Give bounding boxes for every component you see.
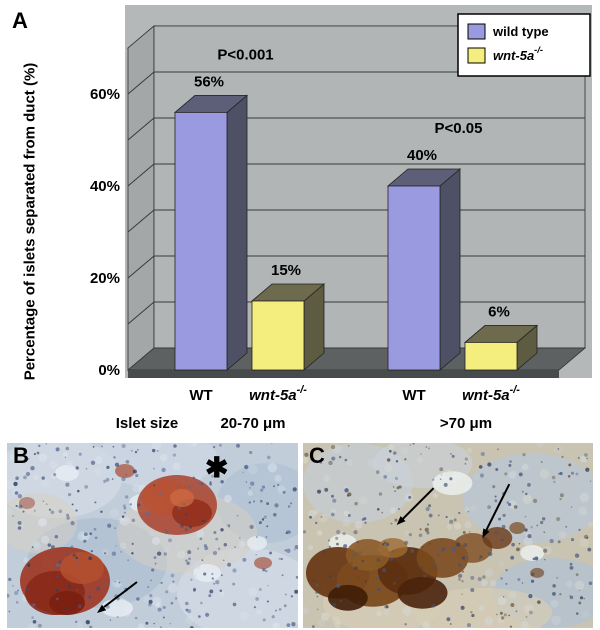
- svg-text:56%: 56%: [194, 73, 224, 90]
- panel-c: C: [303, 443, 593, 628]
- stained-islet-blobs: [19, 464, 272, 615]
- pale-cell-speckle: [303, 443, 593, 628]
- svg-text:wild type: wild type: [492, 24, 549, 39]
- svg-text:wnt-5a-/-: wnt-5a-/-: [462, 384, 520, 404]
- panel-c-label: C: [309, 443, 325, 468]
- bar-chart: 0% 20% 40% 60% 56% WT 15% wnt-5a-/- P<0.001 20-70…: [90, 5, 592, 432]
- panel-a-label: A: [12, 8, 28, 33]
- panel-a: 0% 20% 40% 60% 56% WT 15% wnt-5a-/- P<0.001 20-70…: [12, 5, 592, 432]
- bar: [387, 185, 441, 371]
- svg-text:40%: 40%: [407, 147, 437, 164]
- asterisk-marker: ✱: [205, 452, 229, 483]
- panel-b-label: B: [13, 443, 29, 468]
- nuclei-speckle: [303, 443, 593, 628]
- svg-text:0%: 0%: [98, 362, 120, 379]
- y-axis-tick-labels: 0% 20% 40% 60%: [90, 86, 120, 379]
- panel-b: B ✱: [7, 443, 298, 628]
- micrograph-b: [7, 443, 298, 628]
- svg-text:P<0.05: P<0.05: [435, 120, 483, 137]
- arrow-icon: [97, 581, 138, 613]
- svg-text:wnt-5a-/-: wnt-5a-/-: [249, 384, 307, 404]
- nuclei-speckle: [7, 443, 298, 628]
- y-axis-title: Percentage of islets separated from duct…: [21, 62, 39, 381]
- arrow-icon: [482, 483, 511, 538]
- legend: wild type wnt-5a-/-: [457, 13, 591, 77]
- bars: [173, 94, 539, 371]
- svg-text:WT: WT: [189, 387, 212, 404]
- bar-labels: 56% WT 15% wnt-5a-/- P<0.001 20-70 μm 40% WT 6% w…: [116, 46, 521, 432]
- svg-text:40%: 40%: [90, 178, 120, 195]
- bar: [464, 341, 518, 371]
- svg-text:15%: 15%: [271, 262, 301, 279]
- svg-text:60%: 60%: [90, 86, 120, 103]
- svg-text:20-70 μm: 20-70 μm: [220, 415, 285, 432]
- svg-text:P<0.001: P<0.001: [217, 46, 273, 63]
- micrograph-c: [303, 443, 593, 628]
- stained-islet-blobs: [305, 522, 545, 611]
- legend-swatch: [467, 23, 486, 40]
- svg-text:WT: WT: [402, 387, 425, 404]
- legend-swatch: [467, 47, 486, 64]
- svg-text:Islet size: Islet size: [116, 415, 179, 432]
- bar: [251, 300, 305, 371]
- svg-text:6%: 6%: [488, 303, 510, 320]
- svg-text:20%: 20%: [90, 270, 120, 287]
- arrow-icon: [396, 487, 435, 526]
- bar: [174, 112, 228, 371]
- svg-text:wnt-5a-/-: wnt-5a-/-: [493, 45, 543, 63]
- svg-text:>70 μm: >70 μm: [440, 415, 492, 432]
